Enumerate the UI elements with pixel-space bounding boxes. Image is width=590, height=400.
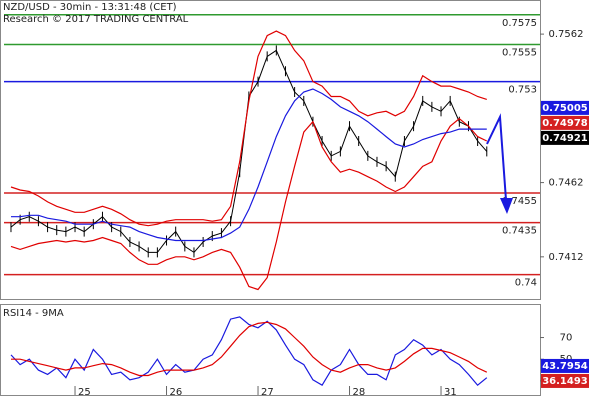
series-line (10, 316, 488, 387)
y-tick-label: 0.7462 (549, 178, 584, 189)
price-tag (541, 130, 589, 145)
price-tag-label: 0.75005 (542, 103, 588, 114)
x-tick-label: 31 (444, 387, 457, 398)
level-label: 0.7435 (502, 226, 537, 237)
x-tick-label: 28 (353, 387, 366, 398)
series-line (10, 30, 487, 227)
price-panel-frame (0, 0, 541, 300)
rsi-title: RSI14 - 9MA (3, 308, 64, 319)
level-label: 0.753 (508, 85, 537, 96)
price-tag-label: 36.1493 (542, 376, 588, 387)
price-tag (541, 358, 589, 373)
price-tag-label: 0.74978 (542, 118, 588, 129)
price-tag-label: 0.74921 (542, 133, 588, 144)
chart-title: NZD/USD - 30min - 13:31:48 (CET) (3, 2, 177, 13)
level-label: 0.7555 (502, 48, 537, 59)
price-tag (541, 373, 589, 388)
y-tick-label: 0.7562 (549, 29, 584, 40)
x-tick-label: 27 (261, 387, 274, 398)
price-tag (541, 115, 589, 130)
series-line (11, 88, 487, 242)
series-line (10, 117, 488, 291)
x-tick-label: 25 (78, 387, 91, 398)
y-tick-label: 70 (560, 333, 573, 344)
price-tag (541, 100, 589, 115)
series-line (11, 321, 488, 377)
rsi-panel-frame (0, 304, 541, 396)
plot-layer: 0.7562 0.7462 0.7412 0.7575 0.7555 0.753 0.745… (4, 14, 589, 398)
level-label: 0.7455 (502, 196, 537, 207)
price-tag-label: 43.7954 (542, 361, 588, 372)
projection-arrowhead (500, 198, 513, 214)
projection-arrow (486, 113, 507, 201)
level-label: 0.74 (515, 278, 537, 289)
y-tick-label: 0.7412 (549, 252, 584, 263)
chart-subtitle: Research © 2017 TRADING CENTRAL (3, 14, 189, 25)
x-tick-label: 26 (170, 387, 183, 398)
level-label: 0.7575 (502, 18, 537, 29)
